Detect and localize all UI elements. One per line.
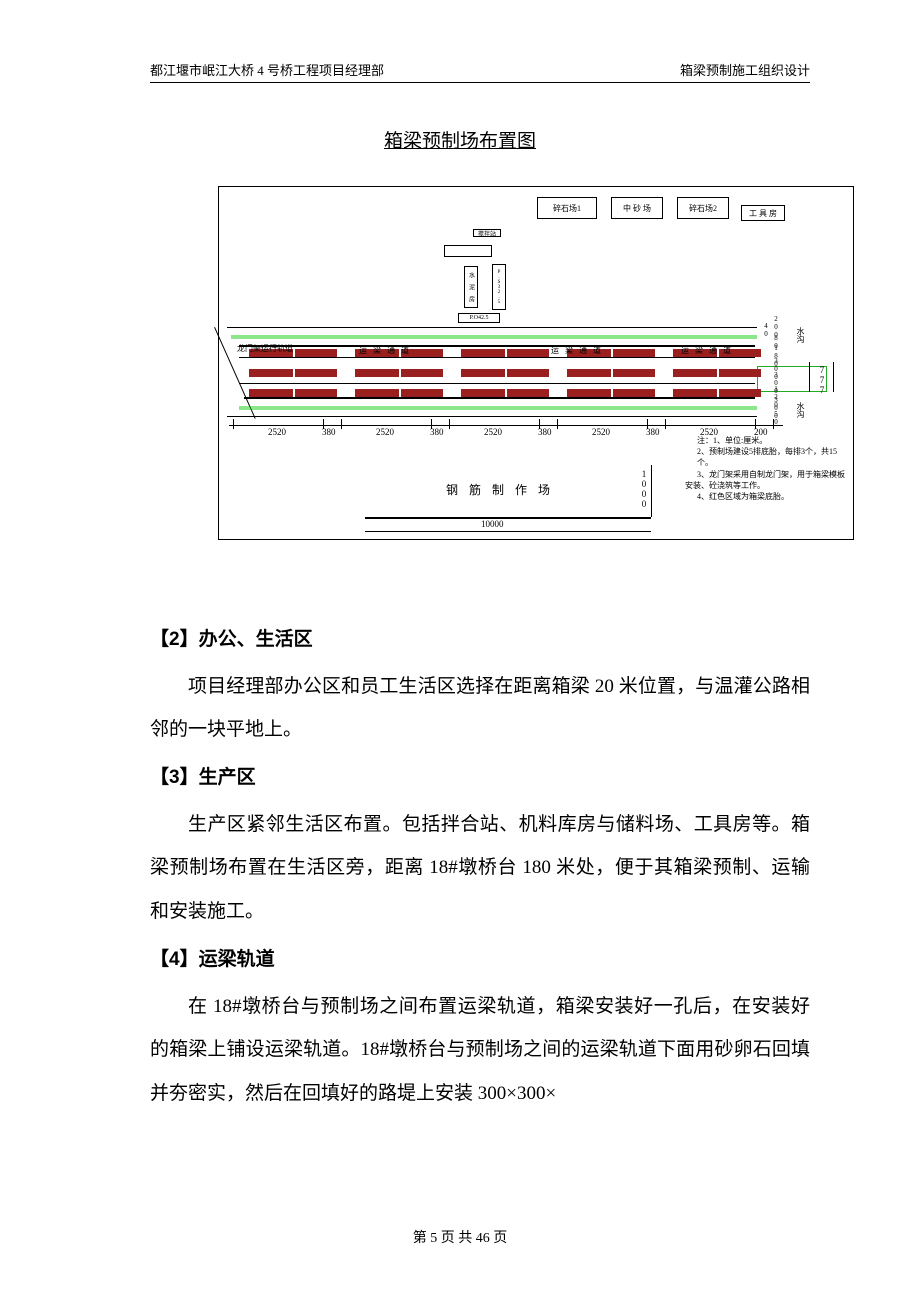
bed-block xyxy=(567,369,611,377)
note-line: 3、龙门架采用自制龙门架，用于箱梁模板 xyxy=(697,469,851,480)
layout-diagram: 碎石场1 中 砂 场 碎石场2 工 具 房 搅拌站 水 泥 房 P.S32.5 … xyxy=(218,186,854,540)
rebar-area: 钢 筋 制 作 场 xyxy=(365,467,635,511)
dim: 777 xyxy=(817,365,827,395)
small-box: 搅拌站 xyxy=(473,229,501,237)
note-line: 安装、砼浇筑等工作。 xyxy=(685,480,851,491)
channel-label: 运 梁 通 道 xyxy=(359,345,411,356)
area-box: 工 具 房 xyxy=(741,205,785,221)
bed-block xyxy=(719,389,761,397)
bed-block xyxy=(507,349,549,357)
bed-block xyxy=(295,369,337,377)
note-line: 4、红色区域为箱梁底胎。 xyxy=(697,491,851,502)
page-footer: 第 5 页 共 46 页 xyxy=(0,1227,920,1247)
dim: 380 xyxy=(430,427,444,437)
bed-block xyxy=(719,369,761,377)
paragraph: 项目经理部办公区和员工生活区选择在距离箱梁 20 米位置，与温灌公路相邻的一块平… xyxy=(150,665,810,752)
paragraph: 在 18#墩桥台与预制场之间布置运梁轨道，箱梁安装好一孔后，在安装好的箱梁上铺设… xyxy=(150,985,810,1116)
dim: 2520 xyxy=(592,427,610,437)
bed-block xyxy=(401,389,443,397)
area-box: 中 砂 场 xyxy=(611,197,663,219)
bed-block xyxy=(461,369,505,377)
dim: 40 xyxy=(762,322,770,340)
channel-label: 运 梁 通 道 xyxy=(681,345,733,356)
water-channel: 水沟 xyxy=(795,327,806,343)
header-right: 箱梁预制施工组织设计 xyxy=(680,60,810,79)
small-box xyxy=(444,245,492,257)
bed-block xyxy=(249,369,293,377)
small-box: 水 泥 房 xyxy=(464,266,478,308)
bed-block xyxy=(355,369,399,377)
diagram-title: 箱梁预制场布置图 xyxy=(0,126,920,153)
header-left: 都江堰市岷江大桥 4 号桥工程项目经理部 xyxy=(150,60,384,79)
water-channel: 水沟 xyxy=(795,402,806,418)
bed-block xyxy=(613,389,655,397)
note-line: 2、预制场建设5排底胎，每排3个，共15个。 xyxy=(697,446,851,468)
section-head: 【2】办公、生活区 xyxy=(150,618,810,662)
bed-block xyxy=(401,369,443,377)
paragraph: 生产区紧邻生活区布置。包括拌合站、机料库房与储料场、工具房等。箱梁预制场布置在生… xyxy=(150,803,810,934)
dim: 2520 xyxy=(376,427,394,437)
dim: 380 xyxy=(646,427,660,437)
bed-block xyxy=(249,389,293,397)
dim: 200 xyxy=(772,315,780,335)
bed-block xyxy=(613,369,655,377)
small-box: P.O42.5 xyxy=(458,313,500,323)
bed-block xyxy=(295,389,337,397)
bed-block xyxy=(507,389,549,397)
area-box: 碎石场1 xyxy=(537,197,597,219)
note-line: 注：1、单位:厘米。 xyxy=(697,435,851,446)
body-text: 【2】办公、生活区 项目经理部办公区和员工生活区选择在距离箱梁 20 米位置，与… xyxy=(150,614,810,1116)
section-head: 【4】运梁轨道 xyxy=(150,938,810,982)
dim: 2520 xyxy=(268,427,286,437)
bed-block xyxy=(355,389,399,397)
section-head: 【3】生产区 xyxy=(150,756,810,800)
bed-block xyxy=(461,349,505,357)
channel-label: 运 梁 通 道 xyxy=(551,345,603,356)
bed-block xyxy=(461,389,505,397)
track-label: 龙门架运行轨道 xyxy=(237,343,293,354)
diagram-notes: 注：1、单位:厘米。 2、预制场建设5排底胎，每排3个，共15个。 3、龙门架采… xyxy=(697,435,851,502)
bed-block xyxy=(295,349,337,357)
dim: 380 xyxy=(538,427,552,437)
dim: 1000 xyxy=(639,469,649,509)
page-header: 都江堰市岷江大桥 4 号桥工程项目经理部 箱梁预制施工组织设计 xyxy=(150,60,810,83)
dim: 380 xyxy=(322,427,336,437)
bed-block xyxy=(673,369,717,377)
bed-block xyxy=(673,389,717,397)
dim: 2520 xyxy=(484,427,502,437)
area-box: 碎石场2 xyxy=(677,197,729,219)
bed-block xyxy=(567,389,611,397)
bed-block xyxy=(507,369,549,377)
bed-block xyxy=(613,349,655,357)
small-box: P.S32.5 xyxy=(492,264,506,310)
dim: 10000 xyxy=(481,519,504,529)
